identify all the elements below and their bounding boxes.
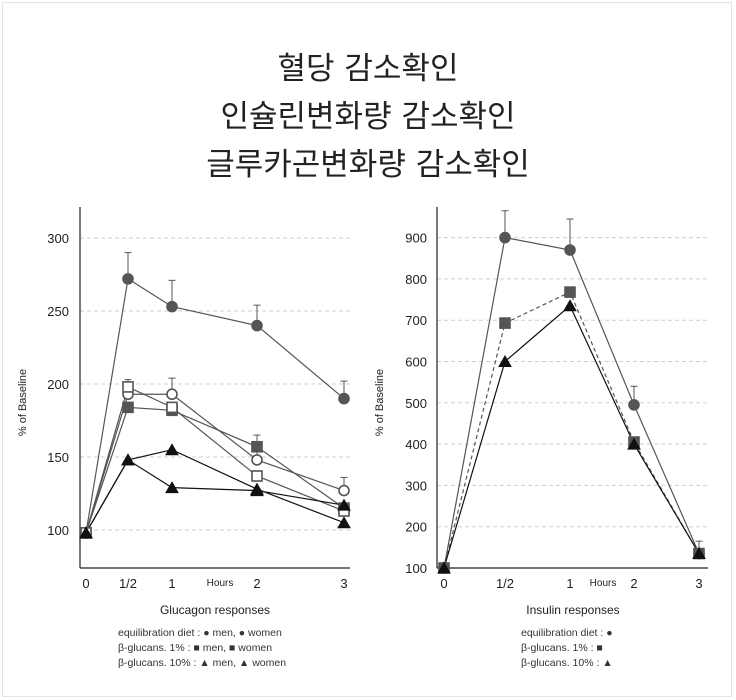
y-tick-label: 200 [47,377,69,392]
data-point-circle [564,244,576,256]
y-tick-label: 100 [47,523,69,538]
title-line-1: 혈당 감소확인 [277,51,459,87]
x-tick-label: 3 [695,576,702,591]
data-point-square [499,317,511,329]
data-point-circle [338,484,350,497]
data-point-triangle [692,547,706,560]
y-tick-label: 800 [405,272,427,287]
data-point-circle [166,300,178,313]
data-point-triangle [627,437,641,450]
data-point-triangle [337,498,351,511]
data-point-circle [251,319,263,332]
y-tick-label: 200 [405,520,427,535]
y-tick-label: 600 [405,355,427,370]
x-tick-label: 0 [82,576,89,591]
data-point-circle [166,388,178,401]
data-point-square [564,286,576,298]
legend-entry: β-glucans. 1% : ■ [521,642,603,654]
data-point-circle [338,392,350,405]
legend-entry: β-glucans. 10% : ▲ men, ▲ women [118,657,286,669]
x-tick-label: 1/2 [119,576,137,591]
data-point-circle [122,273,134,285]
x-tick-label: 1 [168,576,175,591]
y-tick-label: 500 [405,396,427,411]
y-tick-label: 900 [405,231,427,246]
data-point-triangle [79,526,93,539]
title-line-3: 글루카곤변화량 감소확인 [206,147,530,183]
data-point-square [251,470,263,482]
data-point-square [122,401,134,414]
x-unit-label: Hours [590,578,617,589]
data-point-triangle [250,484,264,497]
x-tick-label: 1 [566,576,573,591]
y-tick-label: 400 [405,437,427,452]
x-tick-label: 2 [630,576,637,591]
data-point-circle [628,399,640,411]
data-point-triangle [563,299,577,312]
y-tick-label: 150 [47,450,69,465]
x-unit-label: Hours [207,578,234,589]
y-tick-label: 700 [405,313,427,328]
data-point-triangle [337,516,351,529]
x-tick-label: 3 [340,576,347,591]
data-point-circle [251,454,263,466]
data-point-circle [499,231,511,244]
y-tick-label: 300 [47,231,69,246]
legend-entry: equilibration diet : ● men, ● women [118,627,282,639]
x-axis-title: Insulin responses [526,603,619,617]
y-axis-title: % of Baseline [374,369,386,436]
x-tick-label: 2 [253,576,260,591]
y-tick-label: 300 [405,478,427,493]
y-tick-label: 250 [47,304,69,319]
data-point-triangle [165,443,179,456]
title-line-2: 인슐린변화량 감소확인 [220,99,516,135]
y-axis-title: % of Baseline [17,369,29,436]
x-tick-label: 1/2 [496,576,514,591]
legend-entry: equilibration diet : ● [521,627,613,639]
data-point-triangle [498,354,512,367]
data-point-triangle [121,453,135,466]
legend-entry: β-glucans. 10% : ▲ [521,657,613,669]
series-line [443,304,700,569]
data-point-square [251,440,263,453]
data-point-triangle [437,561,451,574]
y-tick-label: 100 [405,561,427,576]
data-point-triangle [165,481,179,494]
x-tick-label: 0 [440,576,447,591]
data-point-square [166,401,178,414]
x-axis-title: Glucagon responses [160,603,270,617]
legend-entry: β-glucans. 1% : ■ men, ■ women [118,642,272,654]
data-point-square [122,381,134,393]
series-line [85,459,345,534]
